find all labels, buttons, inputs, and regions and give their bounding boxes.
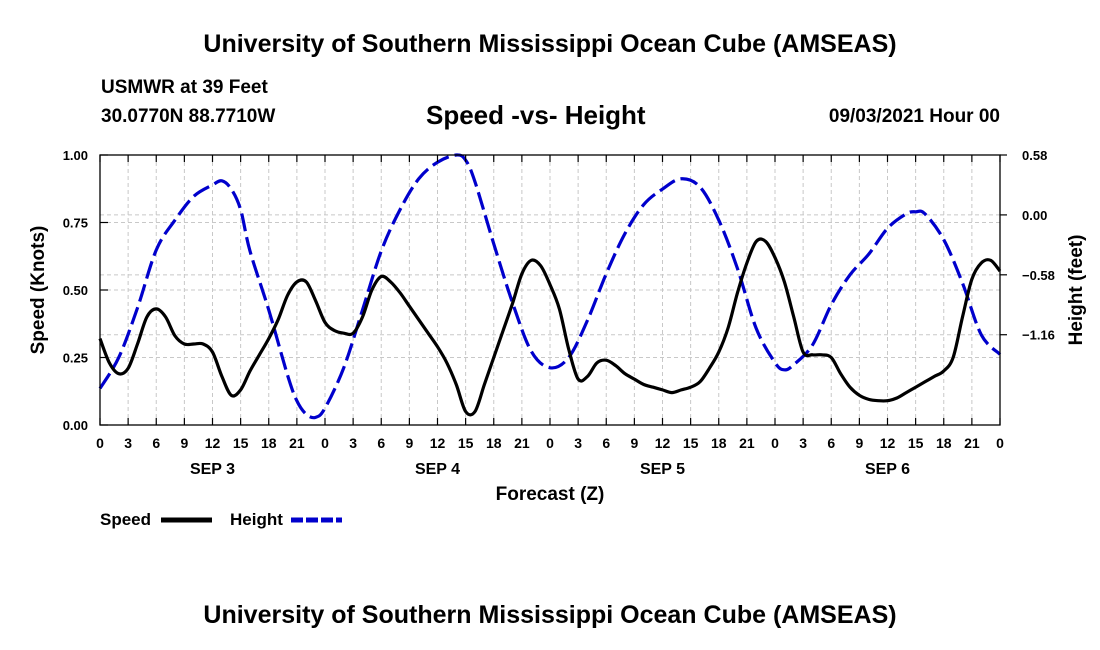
x-tick-label: 15 bbox=[458, 435, 474, 451]
x-axis-title: Forecast (Z) bbox=[496, 484, 605, 505]
x-tick-label: 3 bbox=[799, 435, 807, 451]
axis-labels: 0 3 6 9 12 15 18 21 0 3 6 9 12 15 18 21 0 3 6 9 12 15 18 21 0 3 6 9… bbox=[63, 148, 1055, 478]
x-tick-label: 12 bbox=[205, 435, 221, 451]
x-tick-label: 21 bbox=[739, 435, 755, 451]
right-axis-title: Height (feet) bbox=[1066, 235, 1087, 346]
x-tick-label: 3 bbox=[124, 435, 132, 451]
coordinates-label: 30.0770N 88.7710W bbox=[101, 106, 276, 127]
top-title: University of Southern Mississippi Ocean… bbox=[203, 30, 897, 58]
right-tick-label: −1.16 bbox=[1022, 328, 1055, 343]
day-label: SEP 4 bbox=[415, 461, 460, 478]
legend-speed-label: Speed bbox=[100, 510, 151, 529]
x-tick-label: 9 bbox=[630, 435, 638, 451]
legend-height-label: Height bbox=[230, 510, 283, 529]
x-tick-label: 21 bbox=[289, 435, 305, 451]
x-tick-label: 18 bbox=[486, 435, 502, 451]
left-tick-label: 0.25 bbox=[63, 351, 88, 366]
x-tick-label: 3 bbox=[574, 435, 582, 451]
left-axis-title: Speed (Knots) bbox=[28, 226, 49, 355]
x-tick-label: 18 bbox=[711, 435, 727, 451]
height-series-line bbox=[98, 153, 1002, 420]
left-tick-label: 0.00 bbox=[63, 418, 88, 433]
x-tick-label: 3 bbox=[349, 435, 357, 451]
station-label: USMWR at 39 Feet bbox=[101, 77, 268, 98]
x-tick-label: 6 bbox=[152, 435, 160, 451]
left-tick-label: 0.75 bbox=[63, 216, 88, 231]
x-tick-label: 21 bbox=[964, 435, 980, 451]
left-tick-label: 1.00 bbox=[63, 148, 88, 163]
speed-series-line bbox=[98, 237, 1002, 417]
series-lines bbox=[98, 153, 1002, 420]
right-tick-label: 0.00 bbox=[1022, 208, 1047, 223]
x-tick-label: 9 bbox=[180, 435, 188, 451]
bottom-title: University of Southern Mississippi Ocean… bbox=[203, 601, 897, 629]
x-tick-label: 9 bbox=[405, 435, 413, 451]
x-tick-label: 12 bbox=[880, 435, 896, 451]
datetime-label: 09/03/2021 Hour 00 bbox=[828, 106, 1000, 127]
x-tick-label: 21 bbox=[514, 435, 530, 451]
x-tick-label: 18 bbox=[261, 435, 277, 451]
x-tick-label: 0 bbox=[996, 435, 1004, 451]
x-tick-label: 12 bbox=[430, 435, 446, 451]
x-tick-label: 0 bbox=[96, 435, 104, 451]
day-label: SEP 3 bbox=[190, 461, 235, 478]
x-tick-label: 6 bbox=[827, 435, 835, 451]
x-tick-label: 0 bbox=[771, 435, 779, 451]
x-tick-label: 9 bbox=[855, 435, 863, 451]
x-tick-label: 6 bbox=[602, 435, 610, 451]
x-tick-label: 18 bbox=[936, 435, 952, 451]
x-tick-label: 6 bbox=[377, 435, 385, 451]
right-tick-label: 0.58 bbox=[1022, 148, 1047, 163]
left-tick-label: 0.50 bbox=[63, 283, 88, 298]
x-tick-label: 15 bbox=[908, 435, 924, 451]
x-tick-label: 15 bbox=[233, 435, 249, 451]
axis-ticks bbox=[99, 154, 1007, 426]
x-tick-label: 0 bbox=[546, 435, 554, 451]
day-label: SEP 5 bbox=[640, 461, 685, 478]
right-tick-label: −0.58 bbox=[1022, 268, 1055, 283]
x-tick-label: 15 bbox=[683, 435, 699, 451]
day-label: SEP 6 bbox=[865, 461, 910, 478]
chart-title: Speed -vs- Height bbox=[426, 100, 646, 130]
x-tick-label: 12 bbox=[655, 435, 671, 451]
x-tick-label: 0 bbox=[321, 435, 329, 451]
